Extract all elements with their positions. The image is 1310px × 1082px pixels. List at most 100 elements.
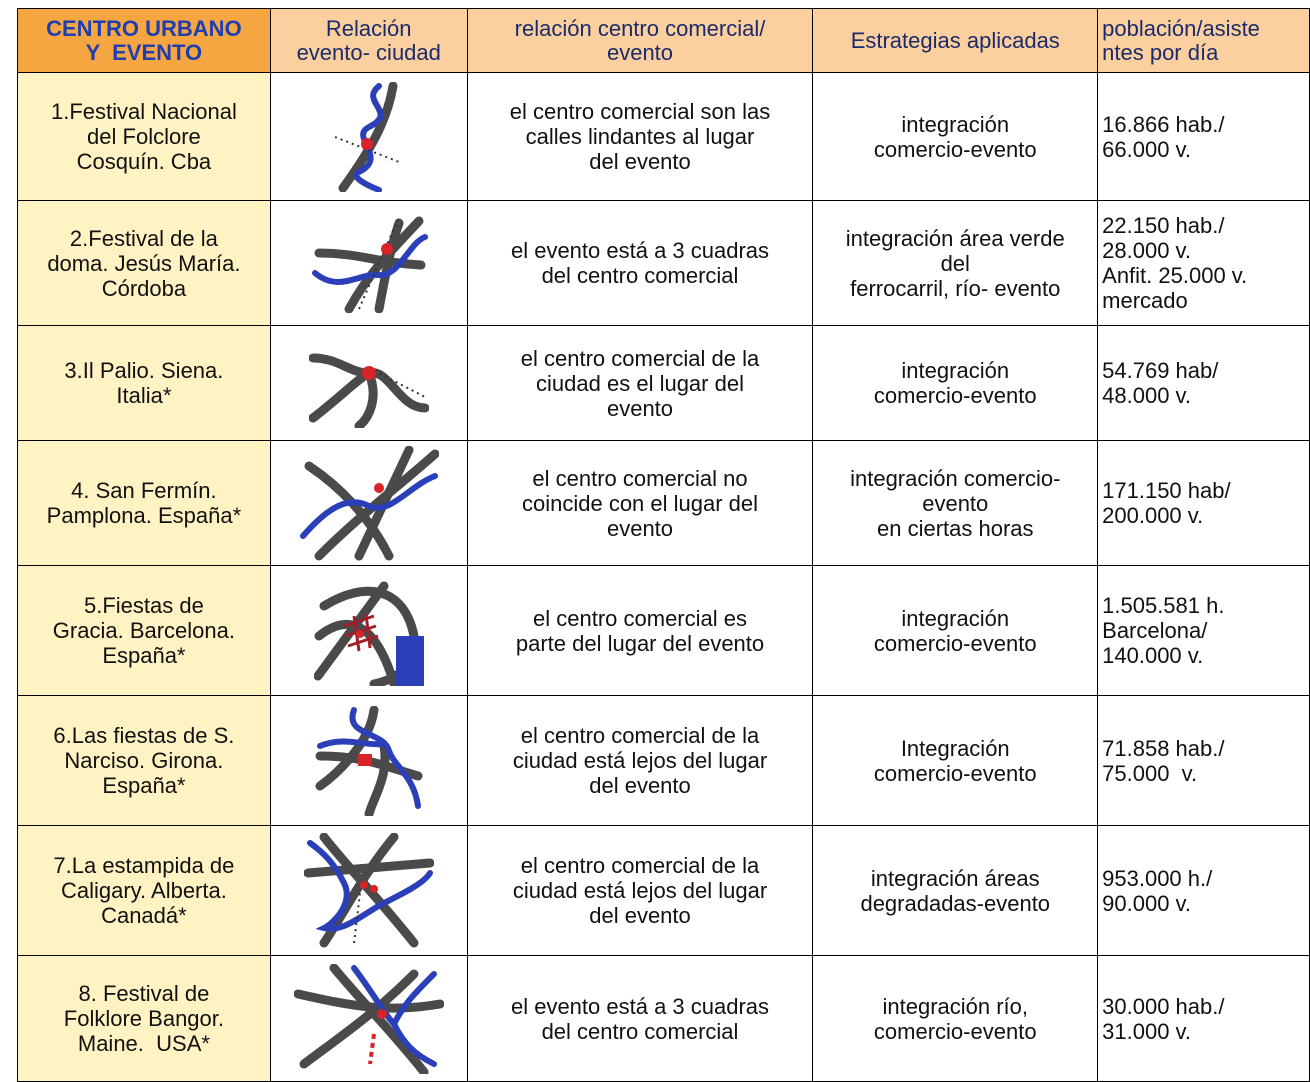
event-cell: 2.Festival de la doma. Jesús María. Córdob… bbox=[17, 200, 271, 326]
row: 8. Festival de Folklore Bangor. Maine. USA… bbox=[17, 955, 1310, 1082]
text-line: el evento está a 3 cuadras bbox=[510, 238, 770, 263]
text-line: integración bbox=[901, 111, 1010, 137]
sketch bbox=[334, 81, 400, 192]
text-line: ntes por día bbox=[1102, 39, 1219, 65]
poblacion-cell: 54.769 hab/48.000 v. bbox=[1097, 325, 1310, 441]
poblacion-cell: 22.150 hab./28.000 v. Anfit. 25.000 v. mer… bbox=[1097, 200, 1310, 326]
text-line: evento bbox=[606, 515, 674, 541]
sketch bbox=[303, 833, 434, 948]
row: 2.Festival de la doma. Jesús María. Córdob… bbox=[17, 200, 1310, 326]
text-line: el evento está a 3 cuadras bbox=[510, 993, 770, 1019]
sketch-cell bbox=[269, 200, 468, 326]
poblacion-cell: 171.150 hab/200.000 v. bbox=[1097, 440, 1310, 566]
text-line: Córdoba bbox=[101, 275, 187, 301]
sketch-cell bbox=[269, 325, 468, 441]
text-line: 90.000 v. bbox=[1102, 890, 1192, 916]
relacion-cell: el centro comercial son las calles lindan… bbox=[466, 72, 814, 201]
relacion-cell: el centro comercial de la ciudad está lej… bbox=[466, 695, 814, 826]
text-line: Gracia. Barcelona. bbox=[52, 618, 235, 643]
text-line: España* bbox=[102, 773, 186, 798]
row: 3.Il Palio. Siena. Italia* el centro comer… bbox=[17, 325, 1310, 441]
text-line: evento bbox=[922, 490, 989, 516]
header-cell: Estrategias aplicadas bbox=[812, 8, 1099, 73]
text-line: 4. San Fermín. bbox=[71, 478, 217, 503]
text-line: 140.000 v. bbox=[1102, 643, 1204, 668]
text-line: Maine. USA* bbox=[77, 1031, 210, 1056]
row: 4. San Fermín. Pamplona. España* el centro… bbox=[17, 440, 1310, 566]
text-line: en ciertas horas bbox=[876, 515, 1034, 541]
text-line: 22.150 hab./ bbox=[1102, 213, 1225, 238]
text-line: 30.000 hab./ bbox=[1102, 993, 1225, 1019]
text-line: del Folclore bbox=[87, 124, 201, 149]
text-line: el centro comercial de la bbox=[520, 723, 760, 748]
estrategias-cell: integración comercio-evento bbox=[812, 72, 1099, 201]
text-line: 54.769 hab/ bbox=[1102, 358, 1219, 383]
row: 5.Fiestas de Gracia. Barcelona. España* el … bbox=[17, 565, 1310, 696]
text-line: el centro comercial no bbox=[532, 465, 748, 491]
text-line: 3.Il Palio. Siena. bbox=[64, 358, 224, 383]
text-line: comercio-evento bbox=[873, 383, 1037, 408]
estrategias-cell: Integración comercio-evento bbox=[812, 695, 1099, 826]
estrategias-cell: integración comercio-evento bbox=[812, 325, 1099, 441]
relacion-cell: el evento está a 3 cuadras del centro com… bbox=[466, 955, 814, 1082]
text-line: comercio-evento bbox=[873, 760, 1037, 786]
text-line: evento bbox=[606, 395, 674, 421]
text-line: Pamplona. España* bbox=[46, 503, 242, 528]
text-line: parte del lugar del evento bbox=[515, 630, 765, 656]
text-line: ferrocarril, río- evento bbox=[850, 275, 1061, 301]
relacion-cell: el evento está a 3 cuadras del centro com… bbox=[466, 200, 814, 326]
sketch bbox=[311, 216, 428, 313]
text-line: integración bbox=[901, 358, 1010, 383]
text-line: 71.858 hab./ bbox=[1102, 735, 1225, 761]
text-line: Folklore Bangor. bbox=[63, 1006, 224, 1031]
sketch-cell bbox=[269, 695, 468, 826]
text-line: Estrategias aplicadas bbox=[850, 27, 1060, 53]
header-row: CENTRO URBANO Y EVENTO Relación evento- ciu… bbox=[17, 8, 1310, 73]
text-line: Cosquín. Cba bbox=[76, 149, 212, 174]
header-cell: Relación evento- ciudad bbox=[269, 8, 468, 73]
text-line: CENTRO URBANO bbox=[46, 15, 242, 41]
sketch bbox=[293, 963, 444, 1074]
text-line: el centro comercial de la bbox=[520, 345, 760, 371]
text-line: calles lindantes al lugar bbox=[525, 124, 755, 149]
text-line: 953.000 h./ bbox=[1102, 865, 1213, 891]
event-cell: 3.Il Palio. Siena. Italia* bbox=[17, 325, 271, 441]
text-line: 31.000 v. bbox=[1102, 1018, 1192, 1044]
text-line: doma. Jesús María. bbox=[47, 250, 241, 276]
text-line: comercio-evento bbox=[873, 630, 1037, 656]
estrategias-cell: integración áreas degradadas-evento bbox=[812, 825, 1099, 956]
text-line: del centro comercial bbox=[541, 263, 739, 288]
text-line: 7.La estampida de bbox=[53, 853, 235, 878]
text-line: el centro comercial son las bbox=[509, 99, 771, 124]
event-cell: 8. Festival de Folklore Bangor. Maine. USA… bbox=[17, 955, 271, 1082]
text-line: del bbox=[940, 250, 970, 276]
event-cell: 6.Las fiestas de S. Narciso. Girona. Españ… bbox=[17, 695, 271, 826]
sketch-cell bbox=[269, 72, 468, 201]
header-cell: relación centro comercial/evento bbox=[466, 8, 814, 73]
event-cell: 7.La estampida de Caligary. Alberta. Canad… bbox=[17, 825, 271, 956]
text-line: 66.000 v. bbox=[1102, 136, 1192, 162]
table: CENTRO URBANO Y EVENTO Relación evento- ciu… bbox=[17, 8, 1310, 1082]
text-line: 16.866 hab./ bbox=[1102, 111, 1225, 137]
text-line: ciudad es el lugar del bbox=[536, 370, 744, 396]
text-line: coincide con el lugar del bbox=[521, 490, 759, 516]
text-line: el centro comercial es bbox=[533, 605, 747, 631]
text-line: 200.000 v. bbox=[1102, 503, 1204, 528]
relacion-cell: el centro comercial de la ciudad está lej… bbox=[466, 825, 814, 956]
text-line: del evento bbox=[589, 773, 691, 798]
text-line: Narciso. Girona. bbox=[64, 748, 224, 773]
text-line: del evento bbox=[589, 903, 691, 928]
row: 7.La estampida de Caligary. Alberta. Canad… bbox=[17, 825, 1310, 956]
sketch bbox=[299, 445, 439, 560]
text-line: 28.000 v. bbox=[1102, 238, 1192, 263]
text-line: integración comercio- bbox=[850, 465, 1061, 491]
text-line: comercio-evento bbox=[873, 1018, 1037, 1044]
poblacion-cell: 1.505.581 h. Barcelona/140.000 v. bbox=[1097, 565, 1310, 696]
text-line: España* bbox=[102, 643, 186, 668]
sketch bbox=[308, 353, 429, 428]
sketch bbox=[313, 581, 424, 686]
text-line: ciudad está lejos del lugar bbox=[512, 878, 768, 903]
relacion-cell: el centro comercial no coincide con el lu… bbox=[466, 440, 814, 566]
text-line: 1.Festival Nacional bbox=[50, 99, 237, 124]
